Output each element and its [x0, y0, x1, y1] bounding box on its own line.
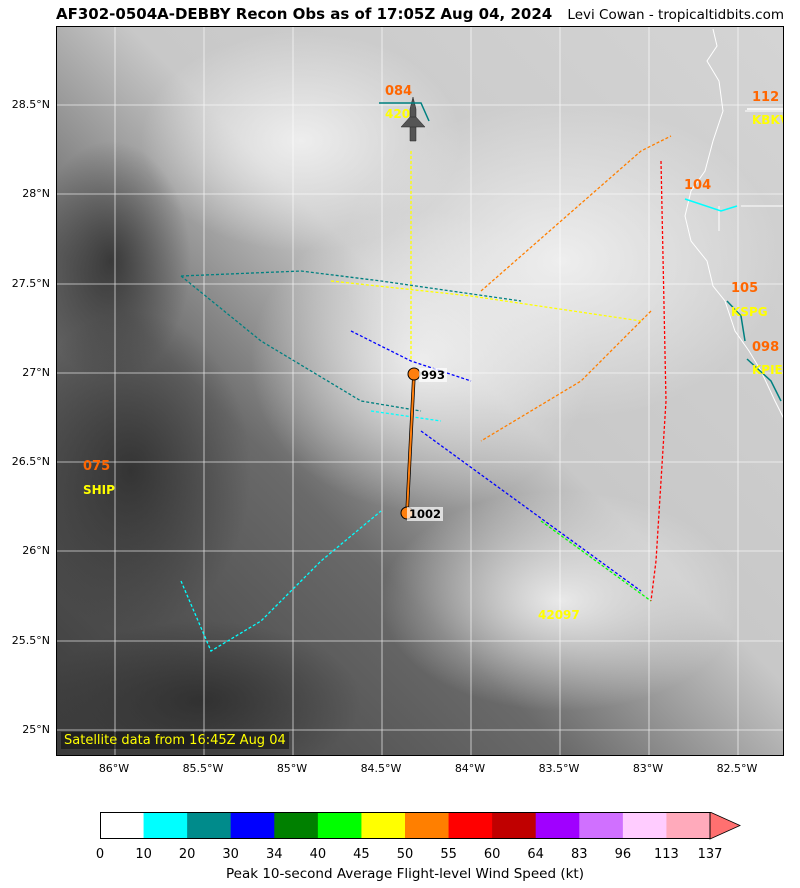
lat-label: 27°N [22, 366, 50, 379]
station-label-kspg: KSPG [731, 305, 768, 319]
lon-label: 83.5°W [538, 762, 580, 775]
pressure-label-993: 993 [419, 368, 448, 382]
colorbar-extend-arrow [709, 811, 741, 840]
lat-label: 27.5°N [11, 277, 50, 290]
colorbar-swatch [622, 812, 667, 839]
lon-label: 83°W [632, 762, 664, 775]
colorbar-swatch [448, 812, 493, 839]
station-speed-084: 084 [385, 84, 413, 99]
colorbar-tick-label: 83 [571, 847, 588, 862]
colorbar-outline [100, 812, 711, 839]
storm-track [406, 373, 415, 514]
flight-leg [540, 520, 652, 602]
colorbar-swatch [361, 812, 406, 839]
cloud-mass [341, 101, 781, 421]
colorbar-tick-label: 10 [135, 847, 152, 862]
station-barb [746, 358, 782, 402]
colorbar-swatches [100, 811, 741, 840]
colorbar-label: Peak 10-second Average Flight-level Wind… [226, 866, 584, 882]
flight-leg [350, 330, 472, 382]
chart-title: AF302-0504A-DEBBY Recon Obs as of 17:05Z… [56, 5, 553, 23]
colorbar-tick-label: 64 [527, 847, 544, 862]
lon-label: 85.5°W [182, 762, 224, 775]
colorbar-swatch [666, 812, 711, 839]
flight-leg [180, 510, 382, 652]
aircraft-icon [400, 96, 426, 142]
lat-label: 26°N [22, 544, 50, 557]
flight-leg [180, 275, 422, 412]
colorbar-swatch [535, 812, 580, 839]
station-barb [726, 300, 746, 342]
clear-area [57, 141, 191, 381]
station-speed-098: 098 [752, 340, 780, 355]
flight-legs [180, 135, 672, 652]
pressure-label-1002: 1002 [407, 507, 444, 521]
credit-text: Levi Cowan - tropicaltidbits.com [567, 7, 784, 23]
lon-label: 82.5°W [716, 762, 758, 775]
station-label-42097: 42097 [538, 608, 580, 622]
lat-label: 25°N [22, 723, 50, 736]
colorbar-tick-label: 137 [697, 847, 723, 862]
florida-coastline [684, 28, 783, 419]
colorbar-swatch [143, 812, 188, 839]
colorbar-tick-label: 30 [222, 847, 239, 862]
cloud-mass [141, 31, 461, 251]
colorbar-swatch [492, 812, 537, 839]
clear-area [57, 621, 361, 755]
lon-label: 84°W [454, 762, 486, 775]
lon-label: 86°W [98, 762, 130, 775]
colorbar-tick-label: 0 [95, 847, 105, 862]
colorbar-swatch [274, 812, 319, 839]
station-barb [379, 102, 430, 122]
lat-label: 28.5°N [11, 98, 50, 111]
colorbar-tick-label: 50 [396, 847, 414, 862]
lat-label: 26.5°N [11, 455, 50, 468]
colorbar [100, 811, 742, 846]
flight-leg [420, 430, 642, 592]
flight-leg [480, 310, 652, 442]
station-barb [684, 198, 738, 212]
colorbar-swatch [187, 812, 232, 839]
colorbar-tick-label: 60 [483, 847, 501, 862]
map-canvas [57, 27, 783, 755]
colorbar-tick-label: 96 [614, 847, 632, 862]
lat-label: 25.5°N [11, 634, 50, 647]
lat-label: 28°N [22, 187, 50, 200]
lon-label: 84.5°W [360, 762, 402, 775]
colorbar-tick-label: 40 [309, 847, 327, 862]
station-label-ship: SHIP [83, 483, 115, 497]
lon-label: 85°W [276, 762, 308, 775]
flight-leg [370, 410, 442, 422]
station-speed-104: 104 [684, 178, 712, 193]
flight-leg [650, 160, 667, 602]
station-barbs [379, 102, 783, 402]
station-speed-ship: 075 [83, 459, 111, 474]
cloud-mass [381, 491, 741, 711]
colorbar-tick-label: 34 [266, 847, 283, 862]
colorbar-tick-label: 45 [353, 847, 370, 862]
station-label-kpie: KPIE [752, 363, 783, 377]
station-speed-112: 112 [752, 90, 780, 105]
station-label-420: 420 [385, 107, 411, 121]
station-label-kbkv: KBKV [752, 113, 783, 127]
colorbar-swatch [317, 812, 362, 839]
colorbar-swatch [230, 812, 275, 839]
flight-leg [180, 270, 522, 302]
colorbar-tick-label: 113 [653, 847, 679, 862]
colorbar-tick-label: 55 [440, 847, 457, 862]
satellite-timestamp: Satellite data from 16:45Z Aug 04 [61, 732, 289, 749]
colorbar-swatch [579, 812, 624, 839]
colorbar-swatch [405, 812, 450, 839]
flight-leg [330, 280, 642, 322]
recon-map: 993 1002 075 SHIP 42097 084 420 112 KBKV… [56, 26, 784, 756]
colorbar-swatch [100, 812, 145, 839]
colorbar-tick-label: 20 [178, 847, 196, 862]
station-speed-105: 105 [731, 281, 759, 296]
